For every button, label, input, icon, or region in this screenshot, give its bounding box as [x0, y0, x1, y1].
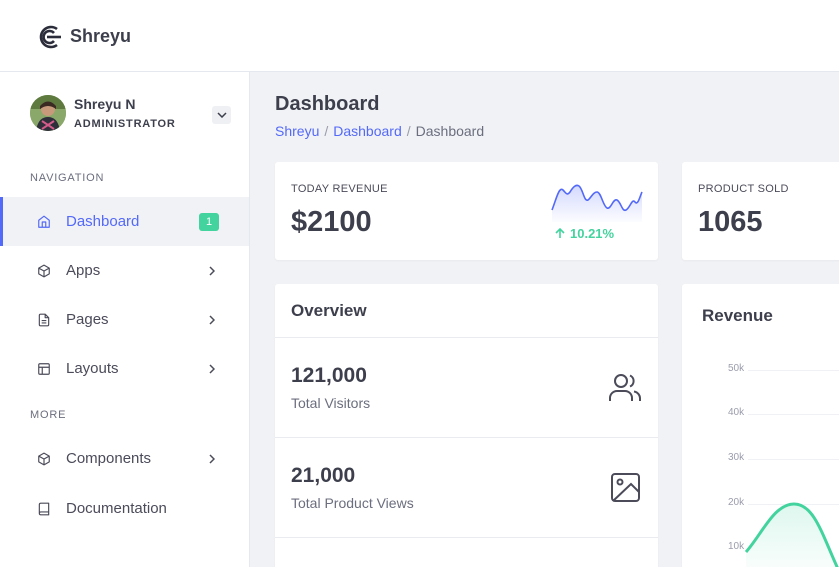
image-icon: [611, 473, 640, 502]
sidebar-item-layouts[interactable]: Layouts: [0, 344, 249, 393]
user-role: ADMINISTRATOR: [74, 118, 176, 130]
arrow-up-icon: [555, 228, 565, 238]
users-icon: [609, 374, 641, 401]
brand-name[interactable]: Shreyu: [70, 26, 132, 46]
breadcrumb: Shreyu / Dashboard / Dashboard: [275, 123, 484, 139]
breadcrumb-separator: /: [406, 123, 411, 139]
breadcrumb-separator: /: [324, 123, 329, 139]
revenue-area-chart: [744, 502, 839, 567]
y-axis-tick: 20k: [728, 497, 745, 508]
stat-label: PRODUCT SOLD: [698, 183, 789, 195]
sidebar-item-documentation[interactable]: Documentation: [0, 484, 249, 533]
trend-value: 10.21%: [570, 226, 615, 241]
sidebar-item-dashboard[interactable]: Dashboard 1: [0, 197, 249, 246]
breadcrumb-current: Dashboard: [415, 123, 485, 139]
stat-label: TODAY REVENUE: [291, 183, 388, 195]
y-axis-tick: 50k: [728, 363, 745, 374]
trend-indicator: 10.21%: [555, 226, 614, 241]
chevron-right-icon: [206, 314, 218, 326]
sidebar-item-label: Documentation: [66, 500, 167, 517]
gridline: [748, 459, 839, 460]
shreyu-logo-icon[interactable]: [35, 25, 63, 49]
gridline: [748, 370, 839, 371]
layout-icon: [36, 361, 52, 377]
overview-label: Total Product Views: [291, 495, 414, 511]
home-icon: [36, 214, 52, 230]
package-icon: [36, 451, 52, 467]
y-axis-tick: 10k: [728, 541, 745, 552]
stat-value: 1065: [698, 206, 763, 238]
overview-value: 121,000: [291, 364, 367, 387]
user-menu-toggle[interactable]: [212, 106, 231, 124]
overview-row-visitors: 121,000 Total Visitors: [275, 338, 658, 438]
breadcrumb-link-dashboard[interactable]: Dashboard: [333, 123, 402, 139]
overview-value: 21,000: [291, 464, 356, 487]
stat-card-today-revenue: TODAY REVENUE $2100 10.21%: [275, 162, 658, 260]
notification-badge: 1: [199, 213, 219, 231]
file-text-icon: [36, 312, 52, 328]
breadcrumb-link-home[interactable]: Shreyu: [275, 123, 320, 139]
stat-value: $2100: [291, 206, 372, 238]
sidebar-item-label: Apps: [66, 262, 101, 279]
sidebar-item-label: Dashboard: [66, 213, 140, 230]
y-axis-tick: 40k: [728, 407, 745, 418]
revenue-card: Revenue 50k 40k 30k 20k 10k: [682, 284, 839, 567]
chevron-down-icon: [216, 112, 227, 118]
chevron-right-icon: [206, 265, 218, 277]
sidebar-item-components[interactable]: Components: [0, 434, 249, 483]
sidebar-item-label: Layouts: [66, 360, 119, 377]
revenue-title: Revenue: [702, 306, 773, 325]
book-icon: [36, 501, 52, 517]
y-axis-tick: 30k: [728, 452, 745, 463]
sidebar-item-label: Pages: [66, 311, 109, 328]
overview-row-product-views: 21,000 Total Product Views: [275, 438, 658, 538]
gridline: [748, 414, 839, 415]
user-name: Shreyu N: [74, 96, 136, 112]
stat-card-product-sold: PRODUCT SOLD 1065: [682, 162, 839, 260]
sidebar-item-label: Components: [66, 450, 152, 467]
section-title-navigation: NAVIGATION: [30, 172, 105, 184]
sidebar-item-pages[interactable]: Pages: [0, 295, 249, 344]
page-title: Dashboard: [275, 93, 380, 115]
avatar[interactable]: [30, 95, 66, 131]
chevron-right-icon: [206, 363, 218, 375]
revenue-sparkline: [551, 184, 643, 222]
top-bar: Shreyu: [0, 0, 839, 72]
package-icon: [36, 263, 52, 279]
sidebar-item-apps[interactable]: Apps: [0, 246, 249, 295]
sidebar: Shreyu N ADMINISTRATOR NAVIGATION Dashbo…: [0, 72, 250, 567]
overview-title: Overview: [291, 301, 367, 320]
chevron-right-icon: [206, 453, 218, 465]
section-title-more: MORE: [30, 409, 67, 421]
overview-header: Overview: [275, 284, 658, 338]
overview-card: Overview 121,000 Total Visitors 21,000 T…: [275, 284, 658, 567]
overview-label: Total Visitors: [291, 395, 371, 411]
